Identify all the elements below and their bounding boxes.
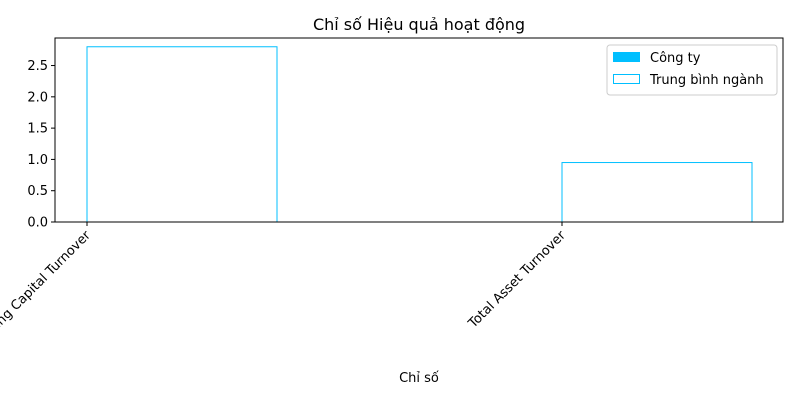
plot-frame: [54, 37, 784, 223]
y-tick-label: 2.0: [27, 90, 48, 105]
chart-title: Chỉ số Hiệu quả hoạt động: [313, 15, 525, 34]
y-axis: 0.0 0.5 1.0 1.5 2.0 2.5: [27, 59, 55, 231]
x-tick-label: Total Asset Turnover: [465, 228, 569, 332]
legend-swatch-trung-binh-nganh: [613, 74, 640, 84]
x-tick-label: Working Capital Turnover: [0, 228, 94, 355]
y-tick-label: 0.5: [27, 184, 48, 199]
legend-frame: [606, 44, 778, 96]
y-tick-label: 1.5: [27, 122, 48, 137]
y-tick-label: 0.0: [27, 216, 48, 231]
bar-trung-binh-nganh-1: [561, 162, 753, 223]
y-tick-label: 1.0: [27, 153, 48, 168]
legend-label-cong-ty: Công ty: [650, 51, 701, 66]
x-axis: Working Capital Turnover Total Asset Turn…: [0, 222, 569, 354]
legend: Công ty Trung bình ngành: [606, 44, 778, 96]
legend-label-trung-binh-nganh: Trung bình ngành: [649, 73, 764, 88]
legend-swatch-cong-ty: [613, 52, 640, 62]
bar-trung-binh-nganh-0: [86, 46, 278, 223]
x-axis-label: Chỉ số: [399, 371, 439, 386]
y-tick-label: 2.5: [27, 59, 48, 74]
